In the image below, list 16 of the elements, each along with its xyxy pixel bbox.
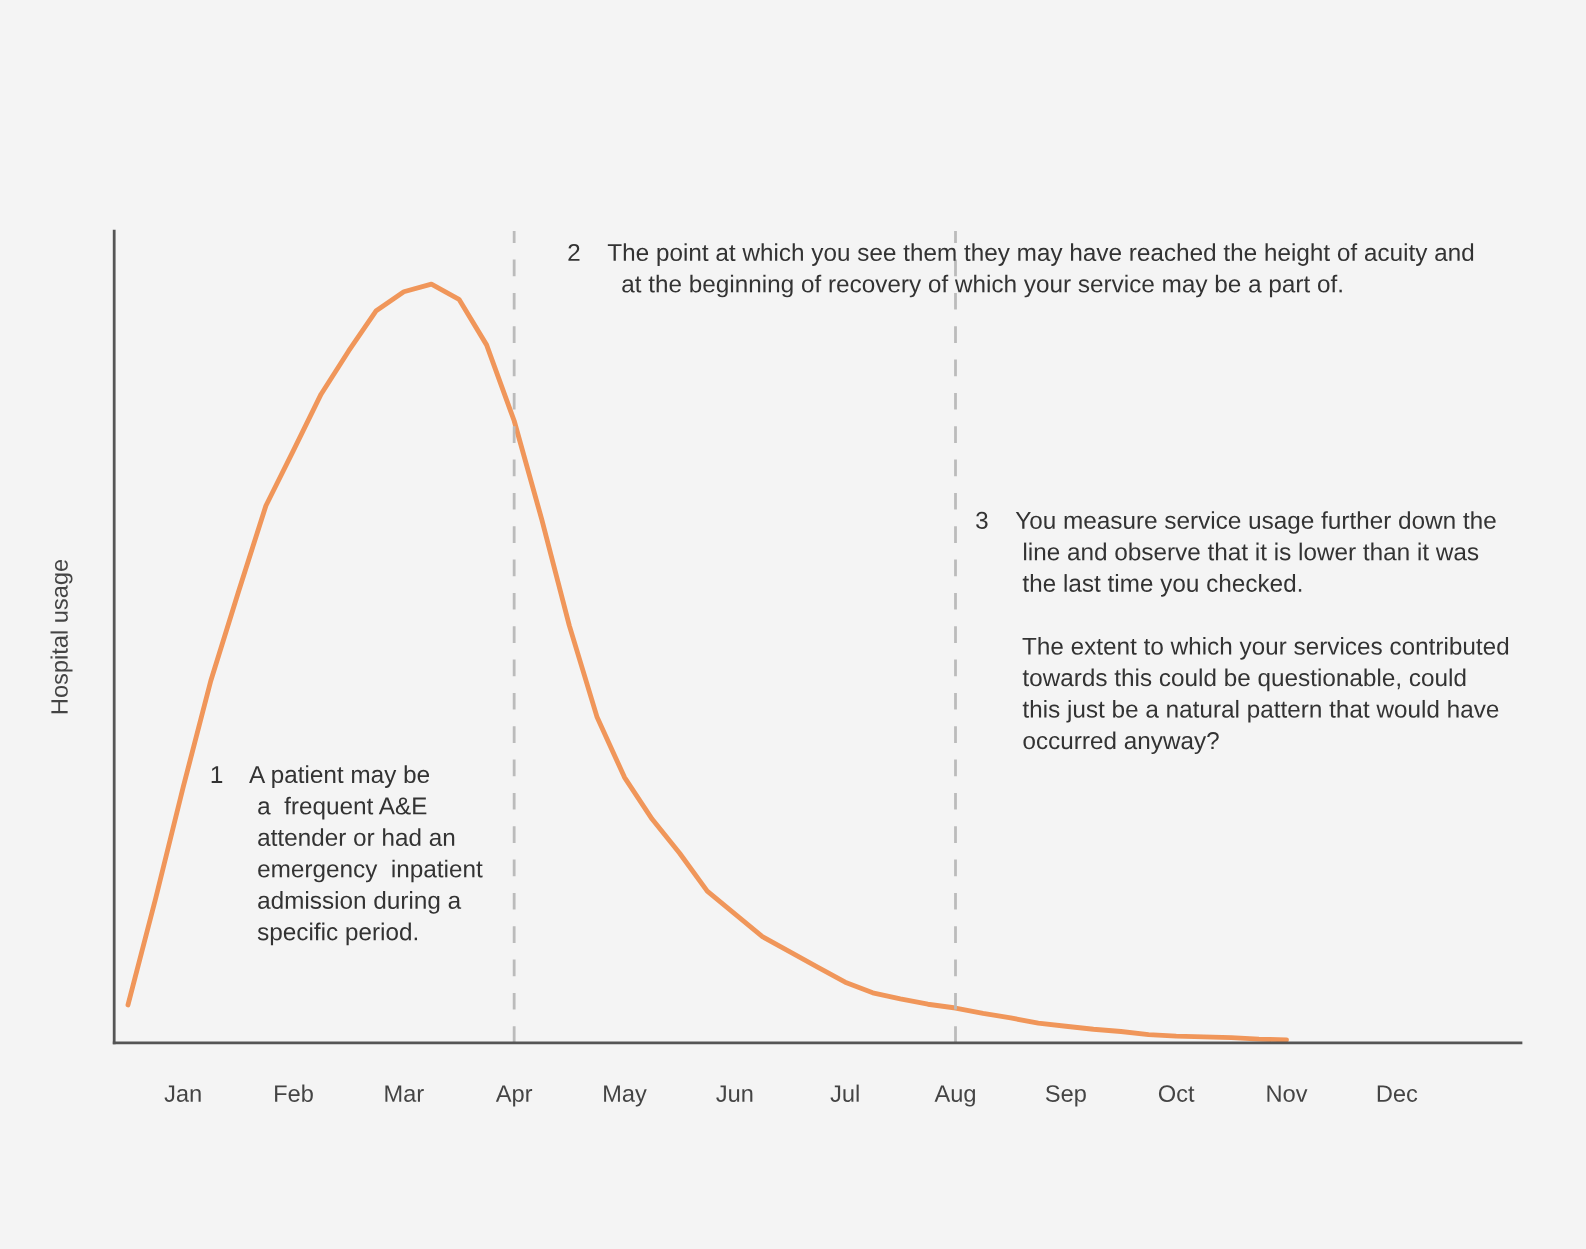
x-tick-label: Dec <box>1377 1085 1418 1102</box>
x-tick-label: Apr <box>495 1085 533 1107</box>
annotation: 1 A patient may be a frequent A&E attender or had an emergency inpatient admission during a specific period. <box>211 765 483 946</box>
y-axis-title: Hospital usage <box>50 559 73 714</box>
text: 3 You measure service usage further down the line and observe that it is lower than it was the last time you checked. The extent to which your services contributed towards this could be questionable, could this just be a natural pattern that would have occurred anyway? <box>976 511 1509 755</box>
x-tick-label: Sep <box>1045 1085 1086 1107</box>
x-tick-label: Mar <box>385 1085 424 1102</box>
x-tick-label: Jan <box>164 1085 201 1102</box>
x-tick-label: Jun <box>716 1085 753 1102</box>
x-tick-label: Nov <box>1267 1085 1308 1102</box>
x-tick-label: Jul <box>830 1084 859 1102</box>
x-tick-label: Aug <box>934 1085 975 1107</box>
x-tick-label: Feb <box>275 1084 313 1102</box>
annotation: 2 The point at which you see them they may have reached the height of acuity and at the beginning of recovery of which your service may be a part of. <box>568 243 1474 298</box>
x-tick-label: May <box>604 1085 647 1107</box>
x-tick-label: Oct <box>1158 1085 1195 1102</box>
